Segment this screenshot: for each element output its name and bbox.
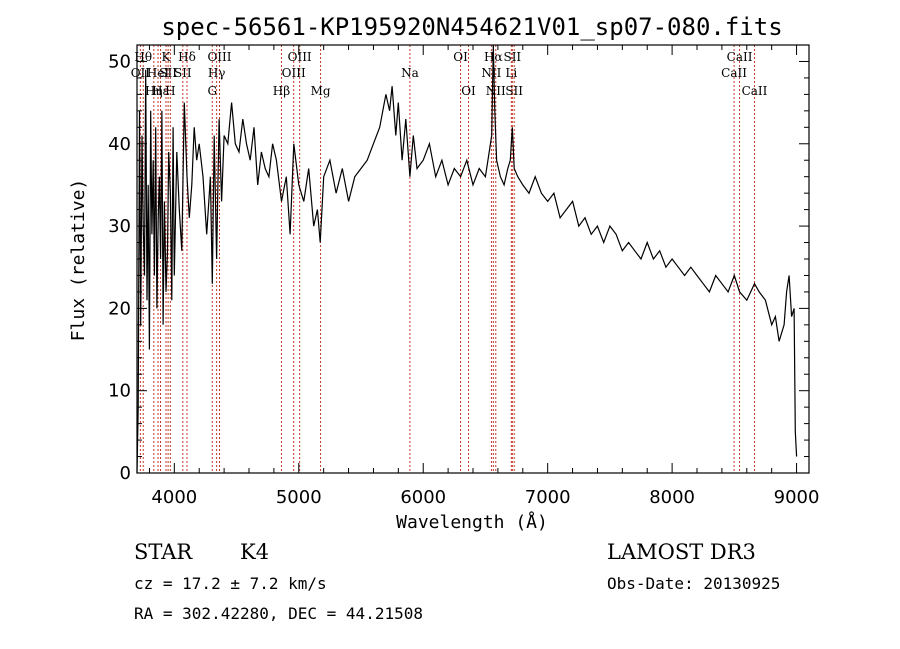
line-label: HeI — [147, 66, 170, 80]
y-tick-label: 20 — [108, 298, 131, 319]
object-subclass: K4 — [240, 540, 269, 564]
y-tick-label: 0 — [120, 463, 131, 484]
x-tick-label: 6000 — [400, 487, 446, 508]
x-axis-label: Wavelength (Å) — [396, 511, 548, 533]
line-label: Hη — [145, 84, 163, 98]
line-label: NII — [486, 84, 506, 98]
line-label: H — [165, 84, 175, 98]
line-label: Hθ — [134, 50, 152, 64]
line-label: SII — [174, 66, 192, 80]
line-label: OI — [461, 84, 476, 98]
x-axis-ticks: 4000 5000 6000 7000 8000 9000 — [148, 45, 820, 508]
y-tick-label: 10 — [108, 381, 131, 402]
line-label: CaII — [721, 66, 747, 80]
line-label: OI — [453, 50, 468, 64]
line-label: Li — [505, 66, 517, 80]
object-class: STAR — [134, 540, 193, 564]
plot-frame — [136, 44, 810, 474]
line-label: SII — [503, 50, 521, 64]
line-label: NII — [481, 66, 501, 80]
line-label: CaII — [742, 84, 768, 98]
line-label: Mg — [311, 84, 331, 98]
survey-name: LAMOST DR3 — [607, 540, 756, 564]
line-label: G — [207, 84, 217, 98]
line-label: CaII — [727, 50, 753, 64]
line-label: OIII — [282, 66, 306, 80]
y-axis-ticks: 0 10 20 30 40 50 — [108, 44, 809, 484]
line-label: Hδ — [178, 50, 196, 64]
spectral-line-labels: OIIHθHηHeIHεKSIIHSIIHδGHγOIIIHβOIIIOIIIM… — [131, 50, 768, 98]
y-tick-label: 40 — [108, 134, 131, 155]
coordinates-text: RA = 302.42280, DEC = 44.21508 — [134, 604, 423, 623]
x-tick-label: 9000 — [774, 487, 820, 508]
line-label: Na — [401, 66, 419, 80]
line-label: OIII — [288, 50, 312, 64]
x-tick-label: 7000 — [525, 487, 571, 508]
line-label: SII — [505, 84, 523, 98]
redshift-text: cz = 17.2 ± 7.2 km/s — [134, 574, 327, 593]
x-tick-label: 4000 — [151, 487, 197, 508]
line-label: Hε — [152, 84, 169, 98]
line-label: Hγ — [208, 66, 226, 80]
line-label: SII — [159, 66, 177, 80]
x-tick-label: 8000 — [649, 487, 695, 508]
x-tick-label: 5000 — [276, 487, 322, 508]
y-axis-label: Flux (relative) — [68, 179, 89, 342]
y-tick-label: 30 — [108, 216, 131, 237]
y-tick-label: 50 — [108, 51, 131, 72]
line-label: K — [162, 50, 172, 64]
line-label: OIII — [207, 50, 231, 64]
obs-date-text: Obs-Date: 20130925 — [607, 574, 780, 593]
spectral-line-markers — [139, 45, 755, 473]
spectrum-series-line — [136, 44, 798, 474]
chart-title: spec-56561-KP195920N454621V01_sp07-080.f… — [161, 13, 782, 41]
line-label: Hβ — [273, 84, 290, 98]
